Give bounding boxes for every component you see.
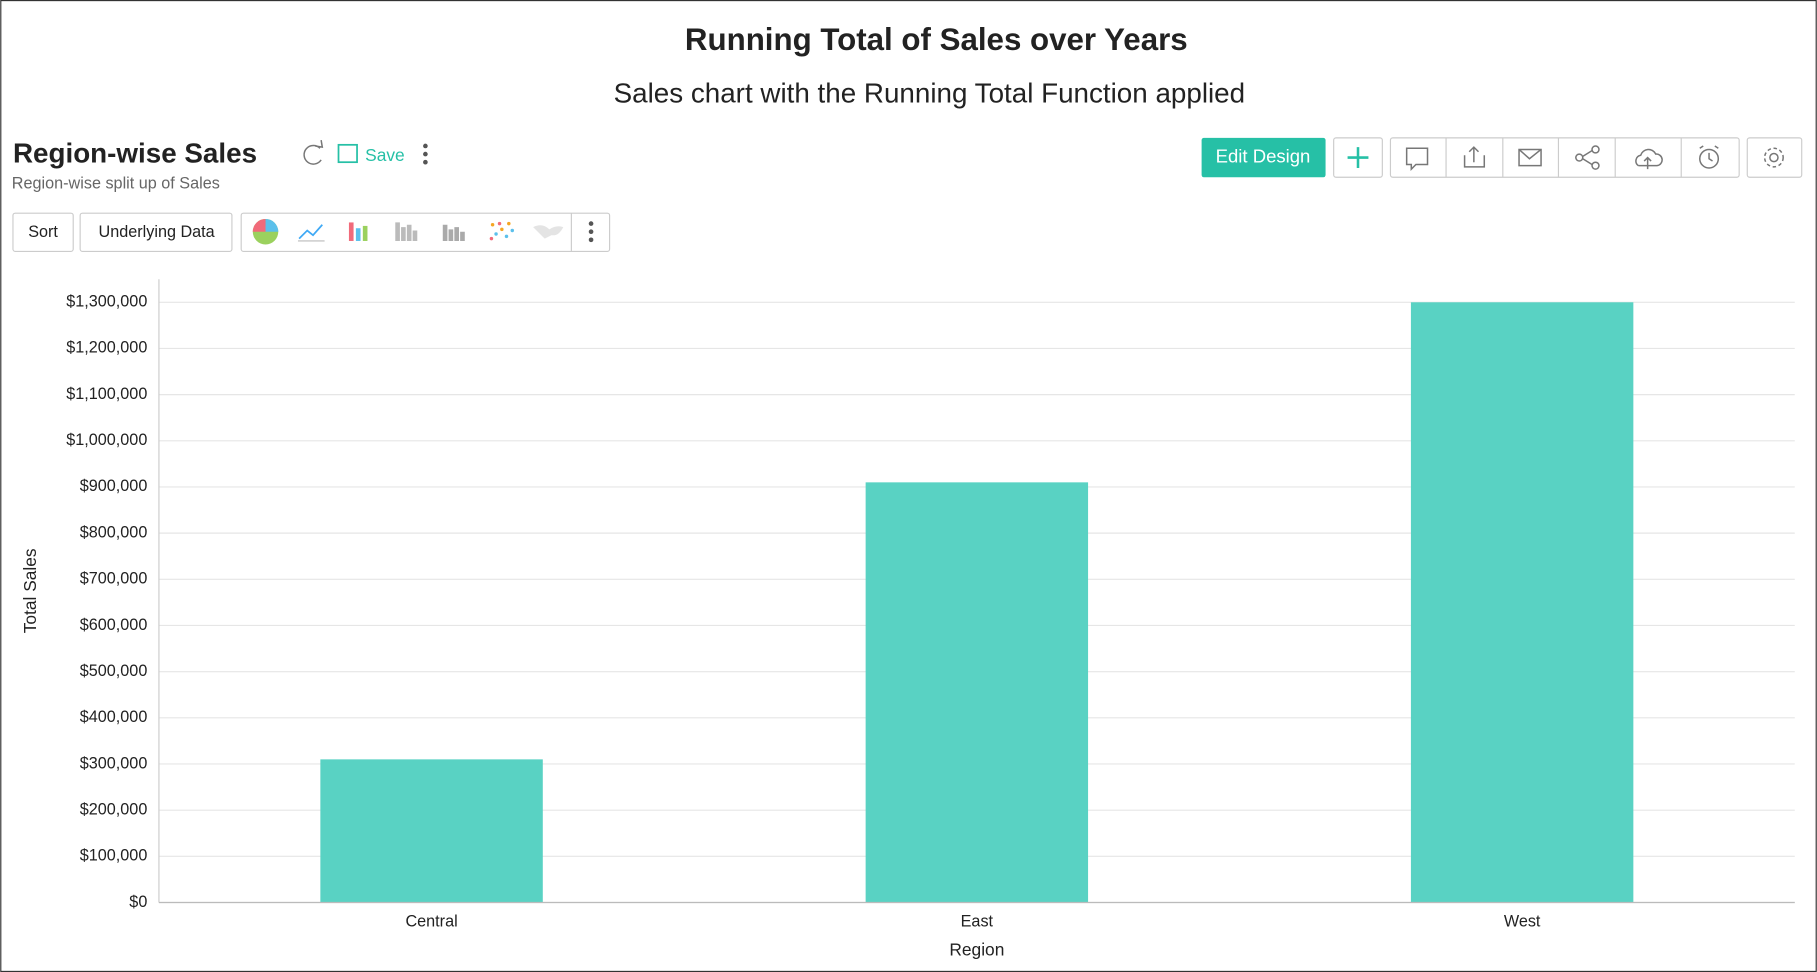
report-subtitle: Region-wise split up of Sales — [12, 174, 220, 192]
add-button[interactable] — [1333, 137, 1383, 178]
bar — [320, 759, 543, 903]
edit-design-label[interactable]: Edit Design — [1216, 145, 1311, 166]
x-tick-label: West — [1504, 912, 1541, 930]
y-tick-label: $0 — [129, 893, 147, 911]
plot-area: $0 $100,000 $200,000 $300,000 $400,000 $500,0… — [66, 293, 1795, 930]
y-tick-label: $1,300,000 — [66, 293, 147, 311]
page-subtitle: Sales chart with the Running Total Funct… — [614, 77, 1245, 108]
action-icons[interactable] — [1389, 137, 1740, 178]
y-tick-label: $1,200,000 — [66, 339, 147, 357]
y-tick-label: $800,000 — [80, 523, 148, 541]
edit-design-bg — [1201, 137, 1326, 178]
y-tick-label: $1,100,000 — [66, 385, 147, 403]
underlying-data-button[interactable]: Underlying Data — [79, 212, 233, 252]
x-tick-label: East — [961, 912, 994, 930]
refresh-button[interactable] — [303, 140, 324, 165]
more-button[interactable] — [423, 143, 428, 165]
save-label[interactable]: Save — [365, 145, 405, 165]
save-icon — [337, 143, 358, 164]
save-button[interactable]: Save — [337, 143, 405, 165]
y-tick-label: $300,000 — [80, 754, 148, 772]
edit-design-button[interactable]: Edit Design — [1201, 137, 1326, 178]
sort-button[interactable]: Sort — [12, 212, 74, 252]
report-title: Region-wise Sales — [13, 138, 257, 169]
page-title: Running Total of Sales over Years — [685, 22, 1188, 57]
y-tick-label: $500,000 — [80, 662, 148, 680]
y-axis-title: Total Sales — [20, 548, 40, 633]
y-tick-label: $900,000 — [80, 477, 148, 495]
settings-button[interactable] — [1746, 137, 1803, 178]
underlying-data-label[interactable]: Underlying Data — [99, 223, 216, 241]
y-tick-label: $600,000 — [80, 616, 148, 634]
x-axis-title: Region — [949, 940, 1004, 960]
y-tick-label: $200,000 — [80, 800, 148, 818]
bar — [865, 482, 1089, 903]
sort-label[interactable]: Sort — [28, 223, 58, 241]
x-tick-label: Central — [405, 912, 457, 930]
y-tick-label: $400,000 — [80, 708, 148, 726]
bar — [1410, 302, 1634, 903]
y-tick-label: $1,000,000 — [66, 431, 147, 449]
y-tick-label: $700,000 — [80, 570, 148, 588]
y-tick-label: $100,000 — [80, 847, 148, 865]
chart-type-switcher[interactable] — [240, 212, 611, 252]
